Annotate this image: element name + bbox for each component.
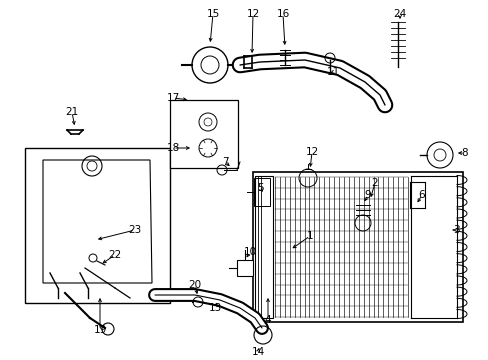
Text: 12: 12 [246,9,259,19]
Text: 12: 12 [305,147,318,157]
Text: 18: 18 [166,143,179,153]
Text: 20: 20 [188,280,201,290]
Text: 22: 22 [108,250,122,260]
Text: 23: 23 [128,225,142,235]
Text: 14: 14 [251,347,264,357]
Text: 10: 10 [243,247,256,257]
Bar [252,172,462,322]
Text: 4: 4 [264,315,271,325]
Text: 6: 6 [418,190,425,200]
Text: 2: 2 [371,178,378,188]
Text: 15: 15 [206,9,219,19]
Text: 9: 9 [364,190,370,200]
Text: 13: 13 [208,303,221,313]
Text: 11: 11 [325,67,339,77]
Bar [237,260,252,276]
Bar [254,176,272,318]
Bar [25,148,170,303]
Text: 17: 17 [166,93,179,103]
Text: 16: 16 [276,9,289,19]
Text: 3: 3 [452,225,458,235]
Text: 24: 24 [392,9,406,19]
Text: 1: 1 [306,231,313,241]
Text: 5: 5 [256,183,263,193]
Text: 21: 21 [65,107,79,117]
Text: 7: 7 [221,157,228,167]
Bar [170,100,238,168]
Text: 8: 8 [461,148,468,158]
Text: 19: 19 [93,325,106,335]
Bar [253,178,269,206]
